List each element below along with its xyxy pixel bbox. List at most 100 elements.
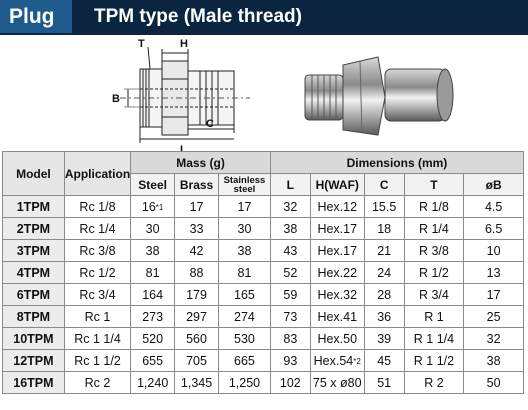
cell-T: R 1/4 [403,217,465,240]
cell-steel-value: 273 [142,309,164,324]
cell-B-value: 4.5 [484,199,503,214]
cell-T: R 2 [403,371,465,394]
cell-brass-value: 42 [189,243,204,258]
cell-steel: 164 [130,283,176,306]
cell-L-value: 59 [283,287,298,302]
cell-steel-value: 655 [142,353,164,368]
cell-brass-value: 33 [189,221,204,236]
product-photo [290,45,460,140]
cell-L-value: 52 [283,265,298,280]
cell-L: 102 [269,371,311,394]
cell-stainless: 665 [218,349,271,372]
col-header-T: T [403,173,465,196]
cell-H: 75 x ø80 [309,371,365,394]
col-header-steel: Steel [130,173,176,196]
table-row: 8TPM Rc 1 273 297 274 73 Hex.41 36 R 1 25 [2,305,524,328]
cell-brass: 705 [174,349,219,372]
spec-table: Model Application Mass (g) Dimensions (m… [2,151,525,394]
cell-application: Rc 1 1/2 [63,349,132,372]
cell-H-value: Hex.54 [313,353,354,368]
table-row: 4TPM Rc 1/2 81 88 81 52 Hex.22 24 R 1/2 13 [2,261,524,284]
cell-L-value: 38 [283,221,298,236]
table-row: 16TPM Rc 2 1,240 1,345 1,250 102 75 x ø80 51 R 2… [2,371,524,394]
cell-L-value: 93 [283,353,298,368]
cell-C-value: 18 [377,221,392,236]
cell-L-value: 32 [283,199,298,214]
cell-T: R 3/8 [403,239,465,262]
cell-B-value: 6.5 [484,221,503,236]
cell-steel: 273 [130,305,176,328]
cell-H: Hex.54*2 [309,349,365,372]
cell-B-value: 17 [486,287,501,302]
cell-brass-value: 1,345 [180,375,213,390]
cell-C-value: 24 [377,265,392,280]
cell-L: 59 [269,283,311,306]
cell-L: 43 [269,239,311,262]
table-row: 1TPM Rc 1/8 16*1 17 17 32 Hex.12 15.5 R 1/8 4.5 [2,195,524,218]
cell-stainless: 530 [218,327,271,350]
cell-C-value: 36 [377,309,392,324]
dim-label-H: H [180,38,188,50]
group-header-dimensions: Dimensions (mm) [269,151,525,174]
col-header-stainless: Stainless steel [218,173,271,196]
cell-brass: 88 [174,261,219,284]
cell-stainless-value: 165 [234,287,255,302]
cell-T-value: R 3/8 [418,243,449,258]
cell-brass-value: 179 [186,287,207,302]
cell-B: 32 [463,327,524,350]
cell-application-value: Rc 1/8 [79,199,116,214]
dim-label-T: T [138,38,145,50]
cell-B-value: 13 [486,265,501,280]
cell-C-value: 15.5 [371,199,397,214]
cell-model-value: 6TPM [16,287,51,302]
cell-C-value: 28 [377,287,392,302]
cell-T: R 1 1/2 [403,349,465,372]
cell-B: 10 [463,239,524,262]
cell-T-value: R 1 [424,309,444,324]
cell-C: 21 [363,239,405,262]
cell-model: 6TPM [2,283,65,306]
cell-T-value: R 1/8 [418,199,449,214]
cell-steel-value: 16 [141,199,156,214]
cell-model-value: 8TPM [16,309,51,324]
cell-stainless: 17 [218,195,271,218]
cell-steel: 655 [130,349,176,372]
table-row: 3TPM Rc 3/8 38 42 38 43 Hex.17 21 R 3/8 10 [2,239,524,262]
cell-model-value: 3TPM [16,243,51,258]
cell-steel-value: 38 [145,243,160,258]
cell-C: 18 [363,217,405,240]
cell-stainless: 81 [218,261,271,284]
cell-stainless: 1,250 [218,371,271,394]
cell-brass: 17 [174,195,219,218]
cell-L: 83 [269,327,311,350]
table-body: 1TPM Rc 1/8 16*1 17 17 32 Hex.12 15.5 R 1/8 4.5 2T… [2,195,524,394]
cell-H-value: Hex.41 [317,309,358,324]
cell-application: Rc 1 1/4 [63,327,132,350]
cell-C-value: 39 [377,331,392,346]
cell-application-value: Rc 3/4 [79,287,116,302]
cell-steel-value: 1,240 [136,375,169,390]
cell-application-value: Rc 1 [84,309,111,324]
col-header-model: Model [2,151,65,196]
cell-stainless-value: 665 [234,353,255,368]
cell-B: 50 [463,371,524,394]
cell-application: Rc 1 [63,305,132,328]
group-header-mass: Mass (g) [130,151,271,174]
cell-steel: 30 [130,217,176,240]
table-row: 2TPM Rc 1/4 30 33 30 38 Hex.17 18 R 1/4 6.5 [2,217,524,240]
cell-application: Rc 3/4 [63,283,132,306]
footnote-marker: *2 [353,356,361,366]
cell-stainless-value: 30 [237,221,252,236]
cell-model-value: 4TPM [16,265,51,280]
cell-T-value: R 1/4 [418,221,449,236]
cell-stainless: 274 [218,305,271,328]
cell-T-value: R 3/4 [418,287,449,302]
col-header-brass: Brass [174,173,219,196]
cell-model: 3TPM [2,239,65,262]
header: Plug TPM type (Male thread) [0,0,528,35]
cell-C: 24 [363,261,405,284]
dim-label-C: C [206,118,214,130]
page-title: TPM type (Male thread) [72,0,528,33]
cell-C: 45 [363,349,405,372]
cell-application-value: Rc 2 [84,375,111,390]
